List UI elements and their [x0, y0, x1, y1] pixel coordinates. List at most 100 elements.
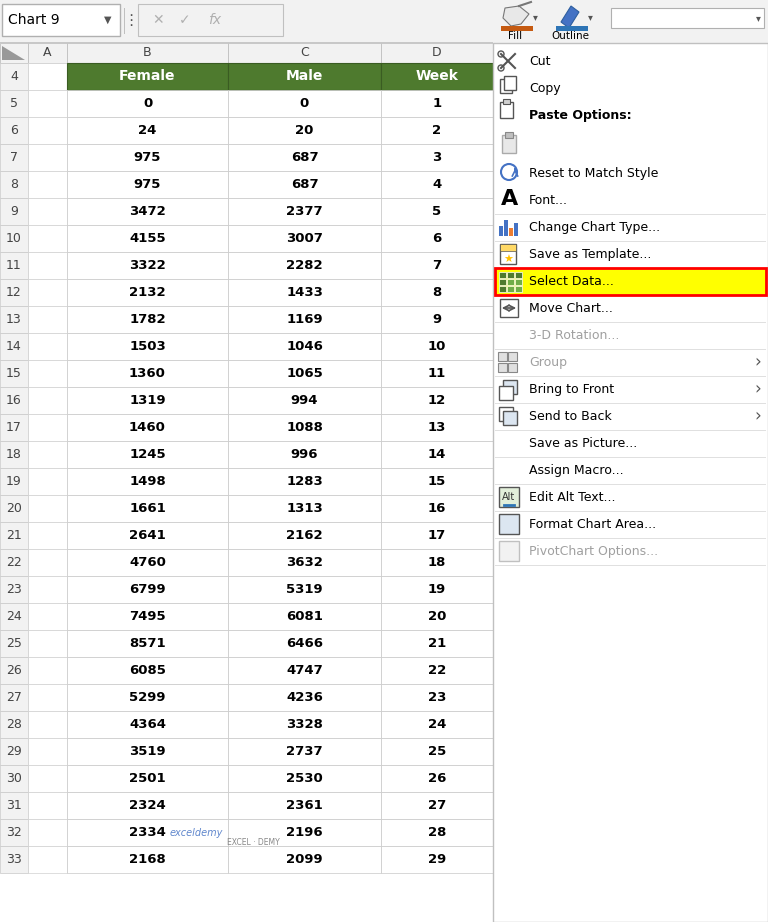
Text: 1283: 1283: [286, 475, 323, 488]
Text: 21: 21: [428, 637, 446, 650]
Text: 0: 0: [300, 97, 310, 110]
Text: Fill: Fill: [508, 31, 522, 41]
Text: 6085: 6085: [129, 664, 166, 677]
Bar: [67, 630, 228, 657]
Bar: [228, 765, 381, 792]
Bar: [228, 576, 381, 603]
Bar: [228, 279, 381, 306]
Bar: [28, 306, 67, 333]
Text: 1498: 1498: [129, 475, 166, 488]
Text: Bring to Front: Bring to Front: [529, 383, 614, 396]
Bar: [0, 765, 28, 792]
Bar: [67, 252, 228, 279]
Text: EXCEL · DEMY: EXCEL · DEMY: [227, 838, 280, 847]
Bar: [228, 711, 381, 738]
Text: 2132: 2132: [129, 286, 166, 299]
Bar: [0, 846, 28, 873]
Bar: [0, 711, 28, 738]
Text: 4760: 4760: [129, 556, 166, 569]
Bar: [381, 414, 493, 441]
Bar: [499, 514, 519, 534]
Bar: [493, 0, 768, 43]
Bar: [28, 441, 67, 468]
Text: D: D: [432, 46, 442, 60]
Text: 7495: 7495: [129, 610, 166, 623]
Text: 4: 4: [432, 178, 442, 191]
Bar: [67, 198, 228, 225]
Bar: [515, 279, 522, 285]
Bar: [28, 657, 67, 684]
Bar: [381, 819, 493, 846]
Bar: [228, 117, 381, 144]
Text: 14: 14: [6, 340, 22, 353]
Bar: [493, 63, 501, 922]
Bar: [28, 414, 67, 441]
Bar: [0, 43, 28, 63]
Bar: [67, 333, 228, 360]
Bar: [381, 387, 493, 414]
Bar: [28, 117, 67, 144]
Text: 5299: 5299: [129, 691, 166, 704]
Text: 15: 15: [6, 367, 22, 380]
Bar: [381, 522, 493, 549]
Bar: [499, 226, 503, 236]
Bar: [138, 4, 283, 36]
Bar: [228, 819, 381, 846]
Bar: [28, 43, 67, 63]
Bar: [499, 286, 506, 292]
Bar: [494, 252, 500, 277]
Bar: [381, 360, 493, 387]
Bar: [228, 171, 381, 198]
Bar: [67, 414, 228, 441]
Text: exceldemy: exceldemy: [170, 828, 223, 837]
Bar: [67, 63, 228, 90]
Text: 26: 26: [6, 664, 22, 677]
Bar: [507, 272, 514, 278]
Text: B: B: [143, 46, 152, 60]
Text: 25: 25: [428, 745, 446, 758]
Bar: [499, 541, 519, 561]
Bar: [381, 279, 493, 306]
Bar: [28, 495, 67, 522]
Text: ▾: ▾: [588, 12, 592, 22]
Bar: [67, 576, 228, 603]
Bar: [0, 171, 28, 198]
Text: 6466: 6466: [286, 637, 323, 650]
Bar: [67, 819, 228, 846]
Text: 26: 26: [428, 772, 446, 785]
Text: ▾: ▾: [756, 13, 760, 23]
Bar: [0, 819, 28, 846]
Text: 9: 9: [432, 313, 442, 326]
Bar: [0, 630, 28, 657]
Bar: [28, 846, 67, 873]
Text: Send to Back: Send to Back: [529, 410, 612, 423]
Text: 4747: 4747: [286, 664, 323, 677]
Text: 17: 17: [6, 421, 22, 434]
Text: 1313: 1313: [286, 502, 323, 515]
Text: 16: 16: [428, 502, 446, 515]
Bar: [381, 549, 493, 576]
Text: 7: 7: [432, 259, 442, 272]
Bar: [0, 738, 28, 765]
Text: 8: 8: [432, 286, 442, 299]
Text: Chart 9: Chart 9: [8, 13, 60, 27]
Text: 994: 994: [291, 394, 318, 407]
Bar: [381, 630, 493, 657]
Polygon shape: [2, 46, 25, 60]
Bar: [67, 846, 228, 873]
Text: 996: 996: [291, 448, 318, 461]
Bar: [0, 279, 28, 306]
Text: A: A: [502, 189, 518, 209]
Text: Change Chart Type...: Change Chart Type...: [529, 221, 660, 234]
Bar: [228, 414, 381, 441]
Text: fx: fx: [208, 13, 221, 27]
Text: Female: Female: [119, 69, 176, 84]
Bar: [28, 711, 67, 738]
Text: 23: 23: [6, 583, 22, 596]
Bar: [28, 387, 67, 414]
Text: 975: 975: [134, 151, 161, 164]
Text: 4: 4: [10, 70, 18, 83]
Text: 1433: 1433: [286, 286, 323, 299]
Bar: [67, 603, 228, 630]
Bar: [67, 441, 228, 468]
